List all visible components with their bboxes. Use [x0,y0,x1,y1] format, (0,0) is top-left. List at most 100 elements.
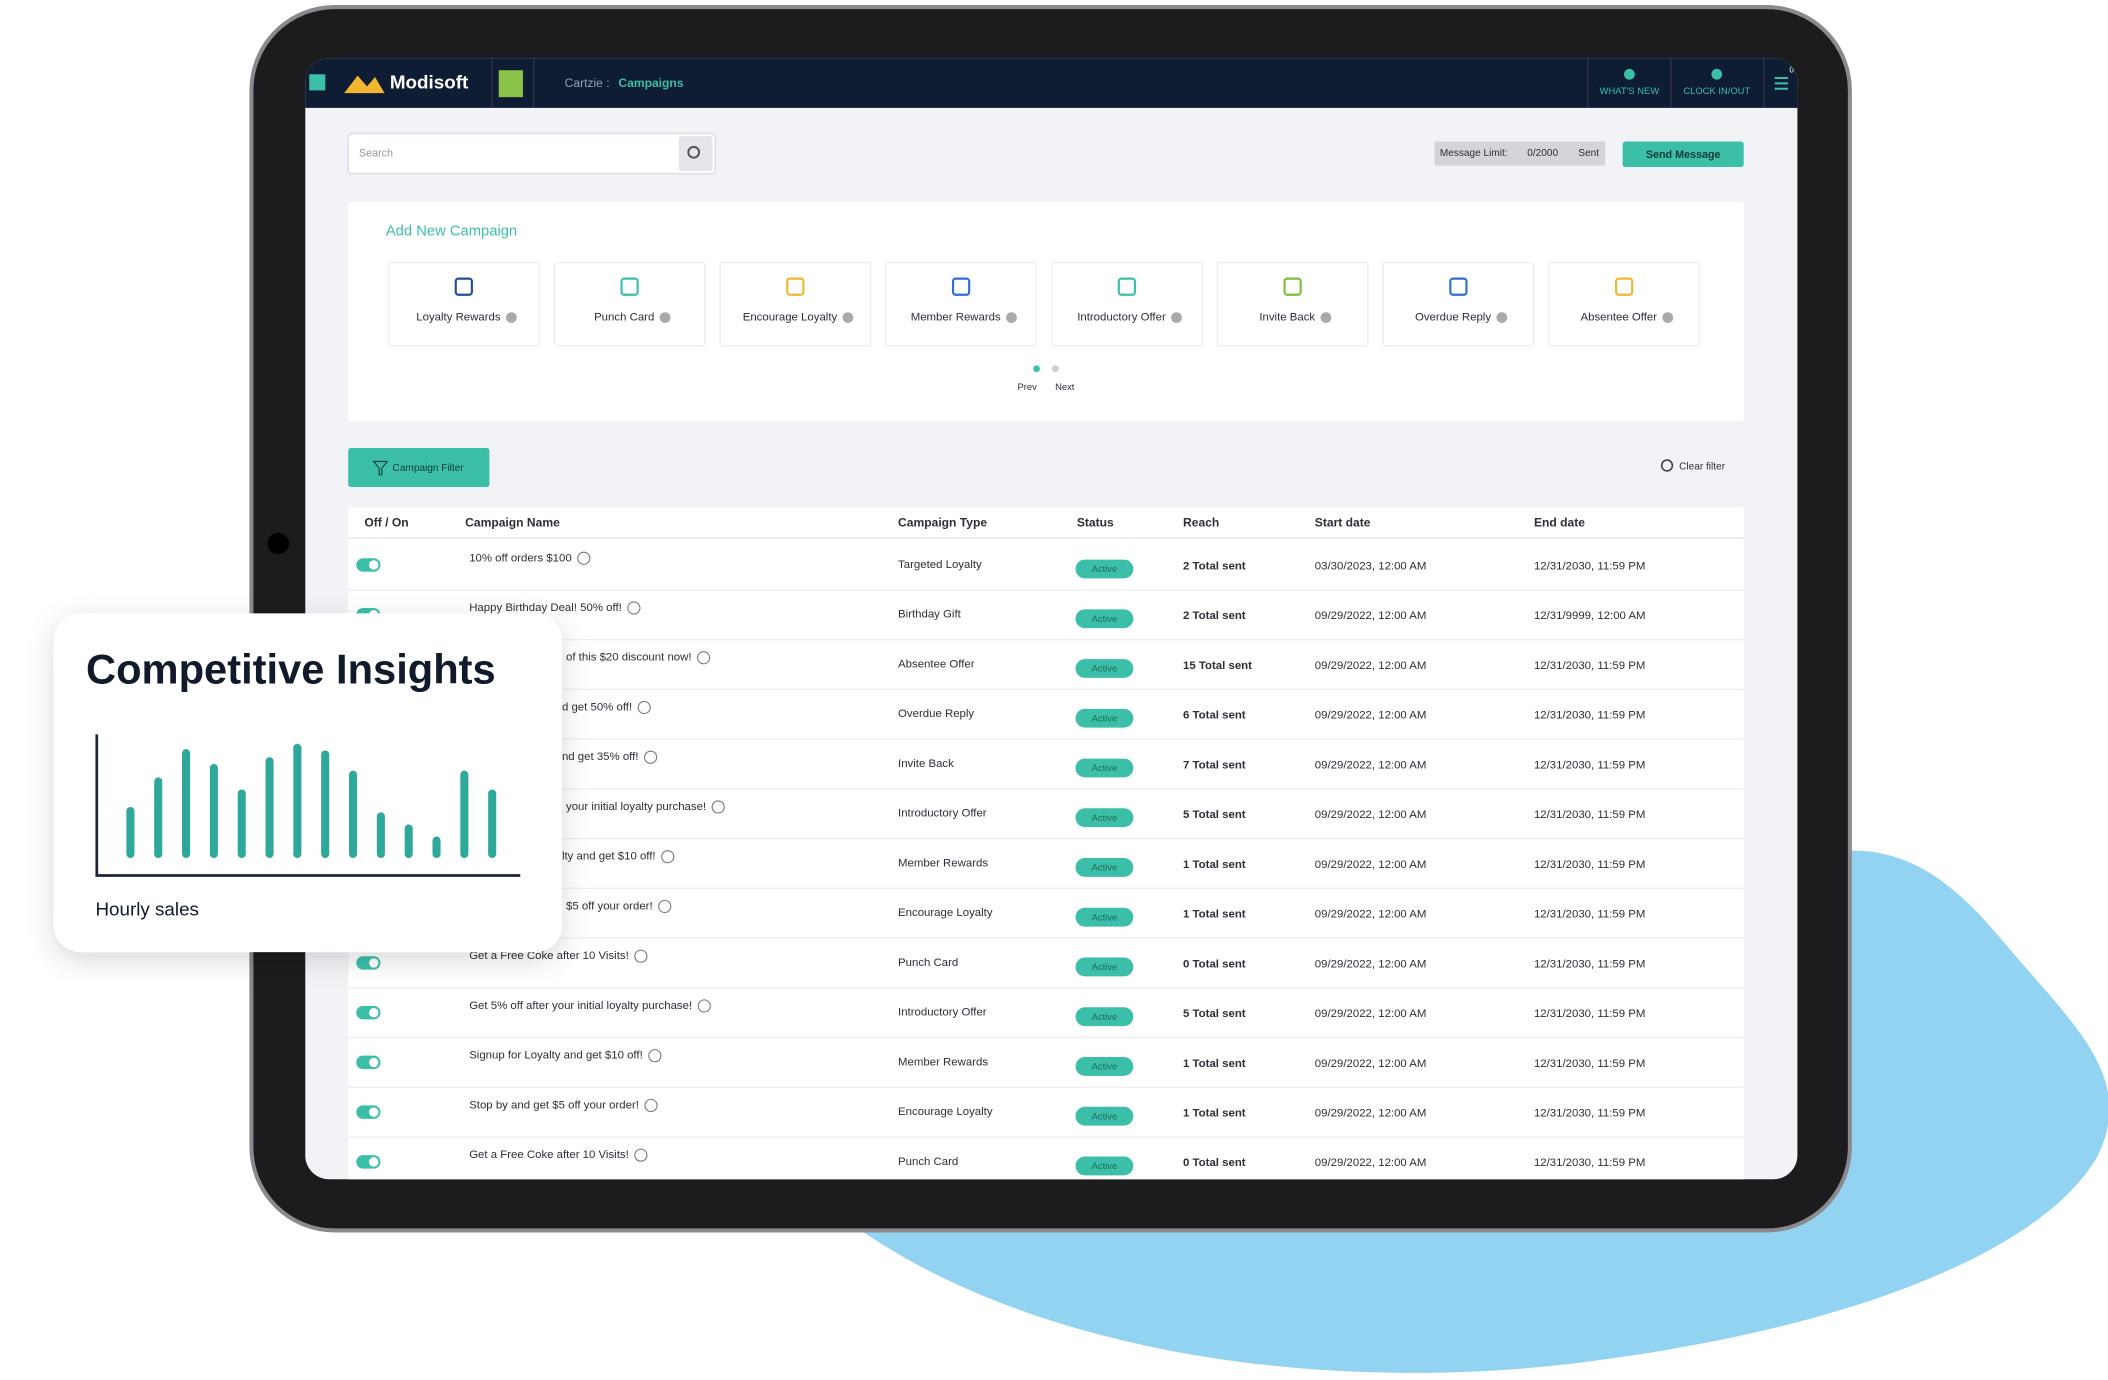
reach: 5 Total sent [1183,1008,1246,1020]
status-pill [1075,609,1134,629]
campaign-type: Encourage Loyalty [898,1106,993,1118]
start-date: 09/29/2022, 12:00 AM [1315,809,1427,821]
campaign-name: d get 50% off! [562,701,632,713]
campaign-type-tile[interactable] [1382,261,1535,347]
column-header: Campaign Name [465,515,560,529]
campaign-name: nd get 35% off! [562,751,639,763]
insight-chart [126,743,497,859]
menu-icon [1774,82,1789,85]
campaign-type-icon [620,277,639,296]
message-limit-label: Message Limit: [1440,148,1508,159]
apps-icon[interactable] [309,74,326,91]
nav-item[interactable]: CLOCK IN/OUT [1683,85,1750,96]
campaign-type-tile[interactable] [553,261,706,347]
status-pill [1075,1106,1134,1126]
status: Active [1092,911,1118,922]
campaign-type-label: Member Rewards [911,312,1001,324]
campaign-type-icon [1117,277,1137,296]
campaign-type: Encourage Loyalty [898,907,993,919]
bar [404,824,413,859]
info-icon [1006,312,1017,323]
campaign-name: 10% off orders $100 [469,552,572,564]
start-date: 09/29/2022, 12:00 AM [1315,958,1427,970]
campaign-type-tile[interactable] [719,261,872,347]
column-header: End date [1534,515,1585,529]
info-icon [1496,312,1508,323]
filter-button[interactable] [348,448,490,487]
campaign-type-tile[interactable] [387,261,540,347]
reach: 2 Total sent [1183,560,1246,572]
status-pill [1075,1007,1134,1027]
campaign-type: Punch Card [898,957,958,969]
insight-caption: Hourly sales [95,898,199,919]
status: Active [1092,812,1118,823]
campaign-type-tile[interactable] [885,261,1038,347]
clear-filter[interactable]: Clear filter [1679,461,1726,472]
filter-icon [372,460,389,476]
start-date: 09/29/2022, 12:00 AM [1315,1058,1427,1070]
campaign-type-tile[interactable] [1548,261,1701,347]
search-placeholder: Search [359,147,393,159]
nav-item[interactable]: WHAT'S NEW [1600,85,1660,96]
column-header: Start date [1315,515,1371,529]
pager-dot[interactable] [1051,365,1059,373]
app-name: Modisoft [390,72,469,93]
status: Active [1092,663,1118,674]
status: Active [1092,563,1118,574]
info-icon [505,312,517,323]
notification-count: 0 [1789,65,1794,74]
campaign-name: $5 off your order! [566,900,653,912]
pager-dot[interactable] [1033,365,1040,373]
search-button[interactable] [678,136,713,172]
send-button-label: Send Message [1646,149,1721,161]
bar [237,789,246,859]
column-header: Reach [1183,515,1219,529]
info-icon [644,1098,658,1113]
send-button[interactable] [1622,141,1744,168]
campaign-type-tile[interactable] [1216,261,1369,347]
prev[interactable]: Prev [1017,381,1037,392]
start-date: 09/29/2022, 12:00 AM [1315,1008,1427,1020]
info-icon [577,551,591,565]
end-date: 12/31/9999, 12:00 AM [1534,610,1646,622]
campaign-type: Member Rewards [898,857,988,869]
campaign-name: of this $20 discount now! [566,652,692,664]
campaign-type-label: Loyalty Rewards [416,312,501,324]
campaign-type-tile[interactable] [1050,261,1203,347]
status: Active [1092,1110,1118,1121]
bar [126,806,135,859]
campaign-type: Birthday Gift [898,609,962,621]
start-date: 09/29/2022, 12:00 AM [1315,1107,1427,1119]
info-icon [637,700,651,715]
bar [182,749,191,859]
menu-icon[interactable] [1774,76,1789,79]
filter-button-label: Campaign Filter [393,463,465,474]
insight-card-wrap [53,613,562,953]
info-icon [697,999,711,1013]
end-date: 12/31/2030, 11:59 PM [1534,909,1645,921]
search-box[interactable] [347,132,716,175]
info-icon [842,312,854,323]
campaign-name: Signup for Loyalty and get $10 off! [469,1050,643,1062]
insight-title: Competitive Insights [86,646,496,693]
breadcrumb[interactable]: Cartzie : [565,76,610,90]
search-icon [687,145,701,159]
status-pill [1075,907,1134,927]
menu-icon [1774,87,1789,90]
start-date: 09/29/2022, 12:00 AM [1315,660,1427,672]
campaign-type-label: Encourage Loyalty [743,312,838,324]
panel-title: Add New Campaign [386,223,517,239]
campaign-type-label: Punch Card [594,312,654,324]
status-pill [1075,559,1134,579]
bar [432,836,441,859]
status: Active [1092,862,1118,873]
toggle-knob [369,958,379,968]
bar [265,757,274,859]
bar [488,789,497,859]
end-date: 12/31/2030, 11:59 PM [1534,809,1645,821]
bar [321,750,330,859]
start-date: 03/30/2023, 12:00 AM [1315,560,1427,572]
end-date: 12/31/2030, 11:59 PM [1534,859,1645,871]
next[interactable]: Next [1055,381,1075,392]
